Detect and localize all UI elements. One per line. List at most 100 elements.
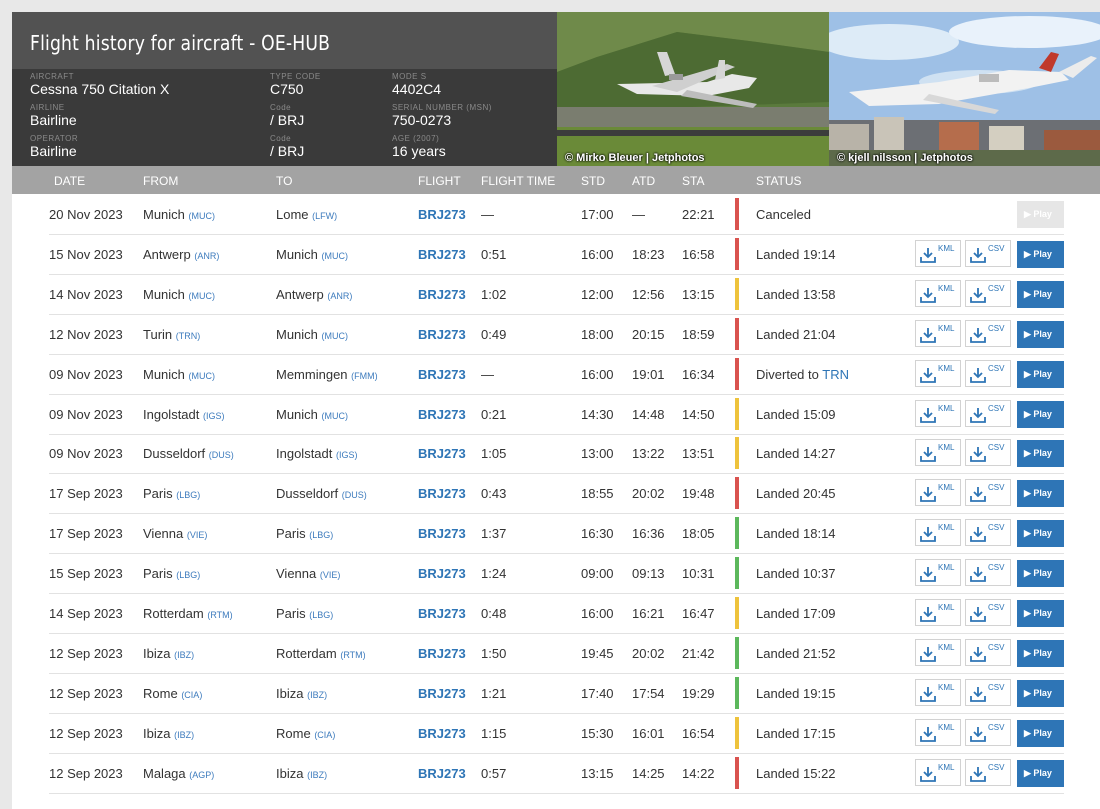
- play-label: ▶ Play: [1024, 568, 1052, 579]
- row-to[interactable]: Munich (MUC): [276, 327, 348, 342]
- row-from[interactable]: Dusseldorf (DUS): [143, 446, 234, 461]
- row-from[interactable]: Vienna (VIE): [143, 526, 207, 541]
- csv-download-button[interactable]: CSV: [965, 319, 1011, 347]
- row-to[interactable]: Antwerp (ANR): [276, 287, 352, 302]
- play-button[interactable]: ▶ Play: [1017, 201, 1064, 228]
- play-button[interactable]: ▶ Play: [1017, 759, 1064, 787]
- row-from[interactable]: Malaga (AGP): [143, 766, 214, 781]
- row-to[interactable]: Ibiza (IBZ): [276, 686, 327, 701]
- row-to[interactable]: Ingolstadt (IGS): [276, 446, 358, 461]
- aircraft-photo-2[interactable]: © kjell nilsson | Jetphotos: [829, 12, 1100, 166]
- kml-download-button[interactable]: KML: [915, 359, 961, 387]
- play-button[interactable]: ▶ Play: [1017, 560, 1064, 588]
- kml-download-button[interactable]: KML: [915, 319, 961, 347]
- play-button[interactable]: ▶ Play: [1017, 240, 1064, 268]
- row-to[interactable]: Paris (LBG): [276, 526, 333, 541]
- kml-download-button[interactable]: KML: [915, 678, 961, 706]
- row-from[interactable]: Antwerp (ANR): [143, 247, 219, 262]
- row-to[interactable]: Ibiza (IBZ): [276, 766, 327, 781]
- row-to[interactable]: Munich (MUC): [276, 247, 348, 262]
- row-to[interactable]: Rome (CIA): [276, 726, 335, 741]
- kml-download-button[interactable]: KML: [915, 479, 961, 507]
- kml-download-button[interactable]: KML: [915, 559, 961, 587]
- download-icon: [970, 407, 986, 423]
- row-flight-link[interactable]: BRJ273: [418, 446, 466, 462]
- row-from[interactable]: Ibiza (IBZ): [143, 726, 194, 741]
- row-flight-link[interactable]: BRJ273: [418, 326, 466, 342]
- row-from[interactable]: Rotterdam (RTM): [143, 606, 233, 621]
- row-flight-link[interactable]: BRJ273: [418, 725, 466, 741]
- csv-download-button[interactable]: CSV: [965, 758, 1011, 786]
- row-from[interactable]: Rome (CIA): [143, 686, 202, 701]
- play-button[interactable]: ▶ Play: [1017, 639, 1064, 667]
- csv-download-button[interactable]: CSV: [965, 479, 1011, 507]
- play-button[interactable]: ▶ Play: [1017, 400, 1064, 428]
- csv-download-button[interactable]: CSV: [965, 239, 1011, 267]
- row-flight-link[interactable]: BRJ273: [418, 645, 466, 661]
- csv-download-button[interactable]: CSV: [965, 599, 1011, 626]
- row-flight-link[interactable]: BRJ273: [418, 685, 466, 701]
- row-flight-link[interactable]: BRJ273: [418, 366, 466, 382]
- kml-download-button[interactable]: KML: [915, 399, 961, 427]
- csv-download-button[interactable]: CSV: [965, 638, 1011, 666]
- row-flight-link[interactable]: BRJ273: [418, 566, 466, 582]
- row-to[interactable]: Rotterdam (RTM): [276, 646, 366, 661]
- row-from[interactable]: Ibiza (IBZ): [143, 646, 194, 661]
- row-from-city: Rome: [143, 685, 178, 701]
- kml-download-button[interactable]: KML: [915, 638, 961, 666]
- csv-download-button[interactable]: CSV: [965, 399, 1011, 427]
- row-flight-link[interactable]: BRJ273: [418, 486, 466, 502]
- status-color-bar: [735, 676, 739, 709]
- play-button[interactable]: ▶ Play: [1017, 320, 1064, 348]
- play-button[interactable]: ▶ Play: [1017, 480, 1064, 508]
- play-button[interactable]: ▶ Play: [1017, 440, 1064, 468]
- csv-download-button[interactable]: CSV: [965, 678, 1011, 706]
- photo-1-image: [557, 12, 829, 166]
- row-to[interactable]: Paris (LBG): [276, 606, 333, 621]
- kml-download-button[interactable]: KML: [915, 439, 961, 467]
- row-from[interactable]: Turin (TRN): [143, 327, 200, 342]
- row-status-link[interactable]: TRN: [822, 366, 849, 382]
- row-flight-link[interactable]: BRJ273: [418, 246, 466, 262]
- row-to[interactable]: Memmingen (FMM): [276, 367, 378, 382]
- row-flight-link[interactable]: BRJ273: [418, 286, 466, 302]
- row-to[interactable]: Vienna (VIE): [276, 566, 340, 581]
- kml-download-button[interactable]: KML: [915, 599, 961, 626]
- csv-download-button[interactable]: CSV: [965, 559, 1011, 587]
- row-from[interactable]: Paris (LBG): [143, 486, 200, 501]
- play-button[interactable]: ▶ Play: [1017, 360, 1064, 388]
- row-to[interactable]: Lome (LFW): [276, 207, 337, 222]
- csv-download-button[interactable]: CSV: [965, 519, 1011, 547]
- csv-download-button[interactable]: CSV: [965, 718, 1011, 746]
- kml-download-button[interactable]: KML: [915, 239, 961, 267]
- row-flight-link[interactable]: BRJ273: [418, 765, 466, 781]
- row-flight-link[interactable]: BRJ273: [418, 526, 466, 542]
- aircraft-photo-1[interactable]: © Mirko Bleuer | Jetphotos: [557, 12, 829, 166]
- csv-label: CSV: [988, 523, 1005, 533]
- row-from[interactable]: Paris (LBG): [143, 566, 200, 581]
- kml-download-button[interactable]: KML: [915, 279, 961, 307]
- row-from[interactable]: Munich (MUC): [143, 367, 215, 382]
- kml-download-button[interactable]: KML: [915, 718, 961, 746]
- row-status-text: Landed 19:14: [756, 246, 836, 262]
- row-from[interactable]: Munich (MUC): [143, 207, 215, 222]
- csv-download-button[interactable]: CSV: [965, 439, 1011, 467]
- play-button[interactable]: ▶ Play: [1017, 600, 1064, 627]
- play-button[interactable]: ▶ Play: [1017, 520, 1064, 548]
- csv-download-button[interactable]: CSV: [965, 279, 1011, 307]
- row-flight-link[interactable]: BRJ273: [418, 406, 466, 422]
- row-to[interactable]: Munich (MUC): [276, 407, 348, 422]
- play-button[interactable]: ▶ Play: [1017, 280, 1064, 308]
- row-flight-link[interactable]: BRJ273: [418, 207, 466, 222]
- row-to[interactable]: Dusseldorf (DUS): [276, 486, 367, 501]
- row-from[interactable]: Munich (MUC): [143, 287, 215, 302]
- row-from[interactable]: Ingolstadt (IGS): [143, 407, 225, 422]
- csv-download-button[interactable]: CSV: [965, 359, 1011, 387]
- download-icon: [970, 247, 986, 263]
- play-button[interactable]: ▶ Play: [1017, 679, 1064, 707]
- row-from-city: Paris: [143, 566, 173, 582]
- kml-download-button[interactable]: KML: [915, 758, 961, 786]
- play-button[interactable]: ▶ Play: [1017, 719, 1064, 747]
- row-flight-link[interactable]: BRJ273: [418, 606, 466, 621]
- kml-download-button[interactable]: KML: [915, 519, 961, 547]
